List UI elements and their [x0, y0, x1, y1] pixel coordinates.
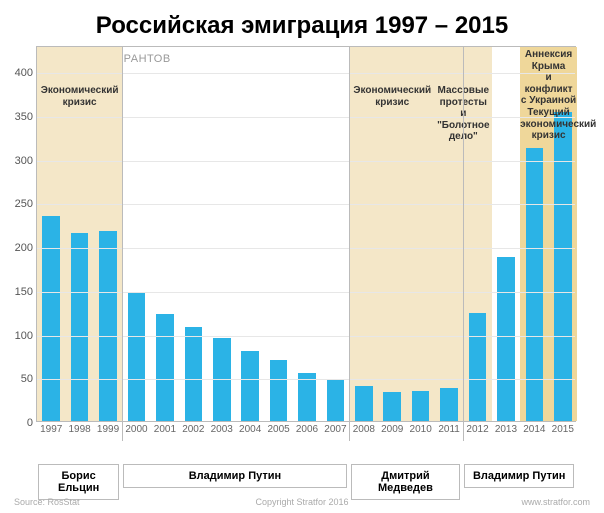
bar	[241, 351, 259, 421]
y-tick-label: 50	[21, 373, 37, 385]
y-tick-label: 400	[15, 67, 37, 79]
x-tick-label: 2011	[438, 421, 460, 435]
bar	[497, 257, 515, 421]
bar	[42, 216, 60, 421]
gridline	[37, 292, 575, 293]
gridline	[37, 248, 575, 249]
x-tick-label: 2012	[466, 421, 488, 435]
x-tick-label: 1997	[40, 421, 62, 435]
bar	[156, 314, 174, 421]
president-box: Дмитрий Медведев	[351, 464, 461, 500]
x-tick-label: 2003	[211, 421, 233, 435]
gridline	[37, 161, 575, 162]
x-tick-label: 2009	[381, 421, 403, 435]
gridline	[37, 204, 575, 205]
y-tick-label: 350	[15, 111, 37, 123]
bar	[554, 112, 572, 421]
bar	[270, 360, 288, 421]
presidents-row: Борис ЕльцинВладимир ПутинДмитрий Медвед…	[36, 464, 576, 492]
x-tick-label: 2013	[495, 421, 517, 435]
gridline	[37, 379, 575, 380]
y-tick-label: 300	[15, 155, 37, 167]
bar	[440, 388, 458, 421]
chart-container: Российская эмиграция 1997 – 2015 ТЫСЯЧ Э…	[0, 0, 604, 513]
bar	[469, 313, 487, 421]
president-box: Владимир Путин	[464, 464, 574, 488]
chart-title: Российская эмиграция 1997 – 2015	[14, 12, 590, 40]
x-tick-label: 2006	[296, 421, 318, 435]
gridline	[37, 73, 575, 74]
x-tick-label: 1999	[97, 421, 119, 435]
x-tick-label: 2001	[154, 421, 176, 435]
x-tick-label: 2010	[410, 421, 432, 435]
x-tick-label: 2005	[267, 421, 289, 435]
x-tick-label: 2014	[523, 421, 545, 435]
gridline	[37, 117, 575, 118]
y-tick-label: 100	[15, 330, 37, 342]
bar	[128, 292, 146, 421]
bar	[383, 392, 401, 421]
x-tick-label: 2015	[552, 421, 574, 435]
x-tick-label: 2000	[125, 421, 147, 435]
y-tick-label: 250	[15, 198, 37, 210]
bar	[327, 380, 345, 421]
y-tick-label: 0	[27, 417, 37, 429]
x-separator	[122, 47, 123, 441]
y-tick-label: 200	[15, 242, 37, 254]
footer-copyright: Copyright Stratfor 2016	[255, 497, 348, 507]
x-tick-label: 2004	[239, 421, 261, 435]
x-tick-label: 1998	[69, 421, 91, 435]
plot-area: ТЫСЯЧ ЭМИГРАНТОВ 05010015020025030035040…	[36, 46, 576, 422]
annotation-label: АннексияКрымаи конфликтс Украиной	[520, 49, 577, 107]
annotation-label: Экономическийкризис	[350, 85, 435, 108]
annotation-label: Экономическийкризис	[37, 85, 122, 108]
bar	[99, 231, 117, 421]
x-tick-label: 2002	[182, 421, 204, 435]
footer-source: Source: RosStat	[14, 497, 80, 507]
x-separator	[349, 47, 350, 441]
president-box: Борис Ельцин	[38, 464, 119, 500]
bar	[71, 233, 89, 421]
y-tick-label: 150	[15, 286, 37, 298]
bar	[185, 327, 203, 421]
x-separator	[463, 47, 464, 441]
x-tick-label: 2007	[324, 421, 346, 435]
footer-url: www.stratfor.com	[521, 497, 590, 507]
gridline	[37, 336, 575, 337]
president-box: Владимир Путин	[123, 464, 346, 488]
x-tick-label: 2008	[353, 421, 375, 435]
annotation-label: Текущийэкономическийкризис	[520, 107, 577, 142]
bar	[412, 391, 430, 421]
bar	[355, 386, 373, 421]
